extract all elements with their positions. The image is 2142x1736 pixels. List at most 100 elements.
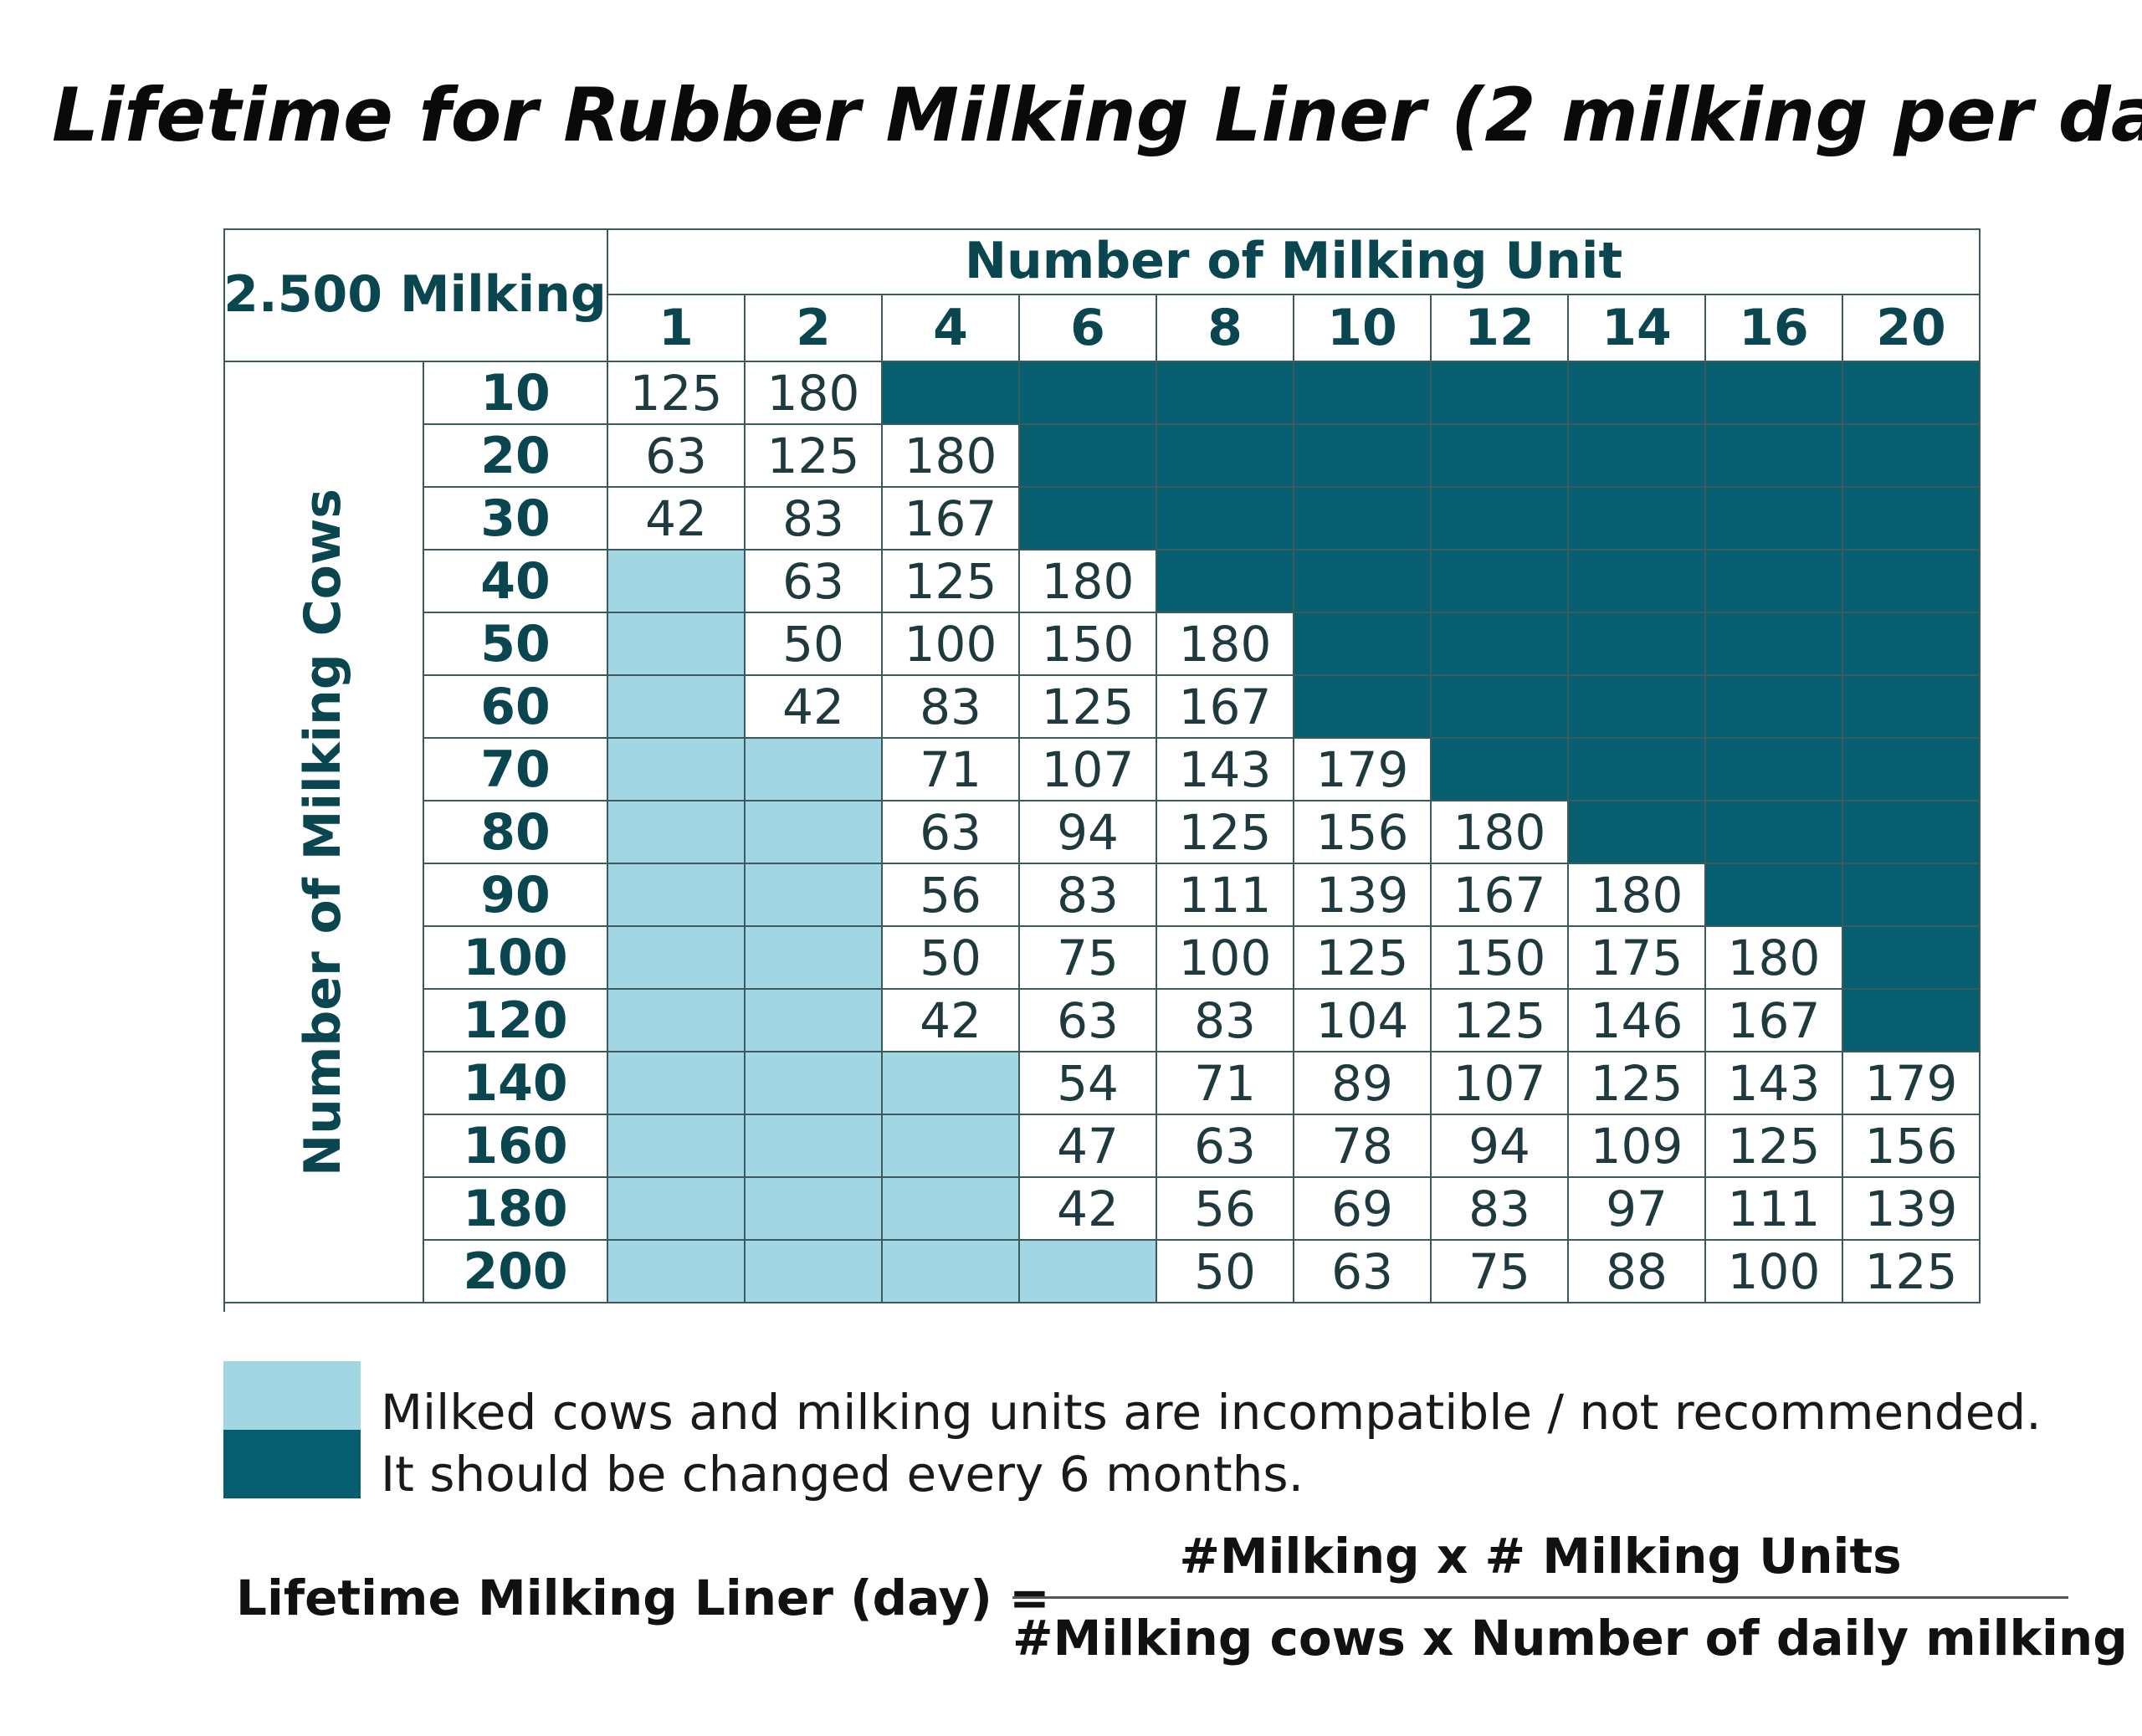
row-header: 60: [424, 676, 608, 739]
light-cell: [883, 1241, 1020, 1303]
dark-cell: [1157, 488, 1294, 551]
value-cell: 83: [1432, 1178, 1569, 1241]
dark-cell: [1843, 425, 1981, 488]
row-header: 90: [424, 864, 608, 927]
value-cell: 180: [1569, 864, 1706, 927]
dark-cell: [1294, 425, 1432, 488]
light-cell: [608, 864, 746, 927]
column-header: 14: [1569, 295, 1706, 362]
value-cell: 125: [608, 362, 746, 425]
light-cell: [608, 1052, 746, 1115]
light-cell: [608, 551, 746, 613]
dark-cell: [1020, 488, 1157, 551]
row-header: 140: [424, 1052, 608, 1115]
value-cell: 42: [883, 990, 1020, 1052]
value-cell: 146: [1569, 990, 1706, 1052]
value-cell: 63: [883, 801, 1020, 864]
value-cell: 50: [883, 927, 1020, 990]
column-header: 10: [1294, 295, 1432, 362]
liner-lifetime-table: 2.500 Milking Number of Milking Unit 1 2 4 6 8…: [223, 228, 1981, 1312]
light-cell: [746, 927, 883, 990]
value-cell: 125: [1706, 1115, 1843, 1178]
value-cell: 111: [1157, 864, 1294, 927]
row-header: 100: [424, 927, 608, 990]
dark-cell: [1569, 488, 1706, 551]
light-cell: [608, 927, 746, 990]
value-cell: 143: [1157, 739, 1294, 801]
light-cell: [608, 1178, 746, 1241]
value-cell: 75: [1020, 927, 1157, 990]
column-header: 2: [746, 295, 883, 362]
row-header: 80: [424, 801, 608, 864]
dark-cell: [1706, 425, 1843, 488]
value-cell: 109: [1569, 1115, 1706, 1178]
value-cell: 125: [1294, 927, 1432, 990]
dark-cell: [1706, 551, 1843, 613]
dark-cell: [1843, 864, 1981, 927]
light-cell: [746, 1241, 883, 1303]
light-cell: [883, 1052, 1020, 1115]
value-cell: 63: [1157, 1115, 1294, 1178]
value-cell: 179: [1294, 739, 1432, 801]
value-cell: 94: [1020, 801, 1157, 864]
column-header: 12: [1432, 295, 1569, 362]
dark-cell: [1020, 362, 1157, 425]
value-cell: 167: [1706, 990, 1843, 1052]
light-cell: [746, 1115, 883, 1178]
value-cell: 125: [1432, 990, 1569, 1052]
dark-cell: [1294, 362, 1432, 425]
value-cell: 156: [1843, 1115, 1981, 1178]
value-cell: 107: [1020, 739, 1157, 801]
dark-cell: [1569, 425, 1706, 488]
value-cell: 100: [1706, 1241, 1843, 1303]
row-header: 20: [424, 425, 608, 488]
dark-cell: [1020, 425, 1157, 488]
value-cell: 179: [1843, 1052, 1981, 1115]
value-cell: 180: [1706, 927, 1843, 990]
dark-cell: [1706, 362, 1843, 425]
value-cell: 83: [746, 488, 883, 551]
value-cell: 139: [1843, 1178, 1981, 1241]
value-cell: 125: [883, 551, 1020, 613]
row-header: 30: [424, 488, 608, 551]
value-cell: 125: [746, 425, 883, 488]
value-cell: 63: [1020, 990, 1157, 1052]
value-cell: 63: [746, 551, 883, 613]
dark-cell: [883, 362, 1020, 425]
value-cell: 88: [1569, 1241, 1706, 1303]
value-cell: 75: [1432, 1241, 1569, 1303]
dark-cell: [1843, 488, 1981, 551]
value-cell: 107: [1432, 1052, 1569, 1115]
value-cell: 54: [1020, 1052, 1157, 1115]
column-header: 16: [1706, 295, 1843, 362]
formula-numerator: #Milking x # Milking Units: [1179, 1528, 1902, 1585]
column-header: 8: [1157, 295, 1294, 362]
value-cell: 50: [1157, 1241, 1294, 1303]
light-cell: [746, 990, 883, 1052]
value-cell: 71: [883, 739, 1020, 801]
value-cell: 50: [746, 613, 883, 676]
dark-cell: [1706, 613, 1843, 676]
row-group-label-text: Number of Milking Cows: [294, 488, 353, 1176]
light-cell: [746, 864, 883, 927]
light-cell: [608, 990, 746, 1052]
value-cell: 42: [746, 676, 883, 739]
dark-cell: [1569, 676, 1706, 739]
dark-cell: [1706, 739, 1843, 801]
dark-cell: [1157, 551, 1294, 613]
row-header: 120: [424, 990, 608, 1052]
dark-cell: [1706, 864, 1843, 927]
legend-six-months-text: It should be changed every 6 months.: [381, 1446, 1304, 1503]
light-cell: [608, 801, 746, 864]
row-group-label: Number of Milking Cows: [223, 362, 424, 1303]
value-cell: 56: [883, 864, 1020, 927]
light-cell: [608, 613, 746, 676]
value-cell: 94: [1432, 1115, 1569, 1178]
dark-cell: [1432, 551, 1569, 613]
dark-cell: [1706, 676, 1843, 739]
formula-fraction-bar: [1012, 1596, 2068, 1599]
dark-cell: [1432, 488, 1569, 551]
value-cell: 175: [1569, 927, 1706, 990]
value-cell: 104: [1294, 990, 1432, 1052]
dark-cell: [1294, 551, 1432, 613]
